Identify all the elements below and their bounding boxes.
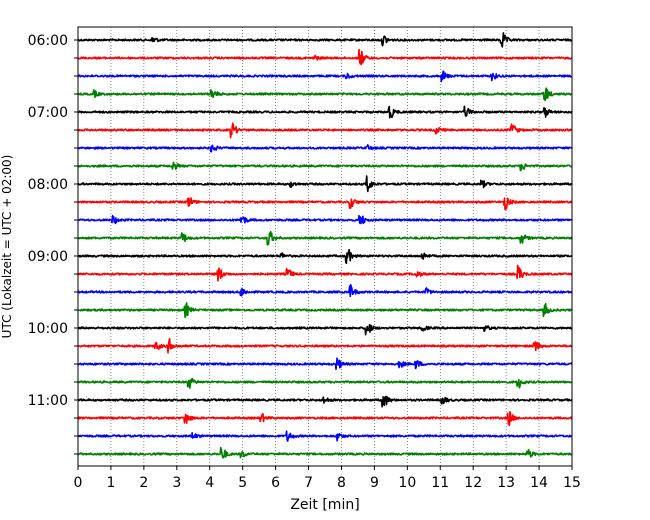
- seismogram-traces: [77, 32, 573, 459]
- trace-0745: [77, 161, 573, 172]
- x-tick-label: 3: [172, 475, 181, 491]
- y-axis-label: UTC (Lokalzeit = UTC + 02:00): [0, 155, 14, 339]
- x-tick-label: 13: [497, 475, 515, 491]
- trace-0600: [77, 32, 573, 48]
- y-tick-label: 09:00: [28, 249, 68, 265]
- trace-0630: [77, 70, 573, 83]
- x-tick-label: 4: [205, 475, 214, 491]
- plot-frame: [77, 26, 573, 467]
- trace-0930: [77, 283, 573, 298]
- x-axis: 0 1 2 3 4 5 6 7 8 9 10 11 12 13 14 15: [74, 466, 581, 491]
- y-tick-label: 10:00: [28, 321, 68, 337]
- trace-1000: [77, 324, 573, 336]
- trace-0815: [77, 197, 573, 211]
- trace-0730: [77, 144, 573, 153]
- trace-1030: [77, 357, 573, 371]
- x-tick-label: 11: [431, 475, 449, 491]
- x-tick-label: 8: [337, 475, 346, 491]
- x-axis-label: Zeit [min]: [290, 497, 359, 513]
- trace-0800: [77, 175, 573, 193]
- trace-0830: [77, 214, 573, 225]
- x-tick-label: 0: [74, 475, 83, 491]
- trace-1100: [77, 395, 573, 408]
- x-tick-label: 7: [304, 475, 313, 491]
- trace-0945: [77, 302, 573, 319]
- x-tick-label: 2: [139, 475, 148, 491]
- y-tick-label: 06:00: [28, 33, 68, 49]
- x-tick-label: 14: [530, 475, 548, 491]
- x-tick-label: 9: [370, 475, 379, 491]
- trace-0715: [77, 122, 573, 139]
- trace-1115: [77, 410, 573, 427]
- trace-0845: [77, 230, 573, 246]
- trace-1130: [77, 430, 573, 442]
- trace-0645: [77, 87, 573, 102]
- trace-1015: [77, 337, 573, 354]
- x-tick-label: 5: [238, 475, 247, 491]
- trace-0915: [77, 264, 573, 282]
- trace-1145: [77, 446, 573, 459]
- y-tick-label: 11:00: [28, 393, 68, 409]
- x-tick-label: 15: [563, 475, 581, 491]
- y-axis: 06:00 07:00 08:00 09:00 10:00 11:00: [28, 33, 78, 455]
- trace-0700: [77, 105, 573, 119]
- x-tick-label: 12: [464, 475, 482, 491]
- y-tick-label: 07:00: [28, 105, 68, 121]
- trace-0615: [77, 48, 573, 66]
- trace-0900: [77, 248, 573, 265]
- vertical-gridlines: [110, 27, 540, 466]
- y-tick-label: 08:00: [28, 177, 68, 193]
- x-tick-label: 10: [398, 475, 416, 491]
- x-tick-label: 6: [271, 475, 280, 491]
- x-tick-label: 1: [106, 475, 115, 491]
- trace-1045: [77, 377, 573, 389]
